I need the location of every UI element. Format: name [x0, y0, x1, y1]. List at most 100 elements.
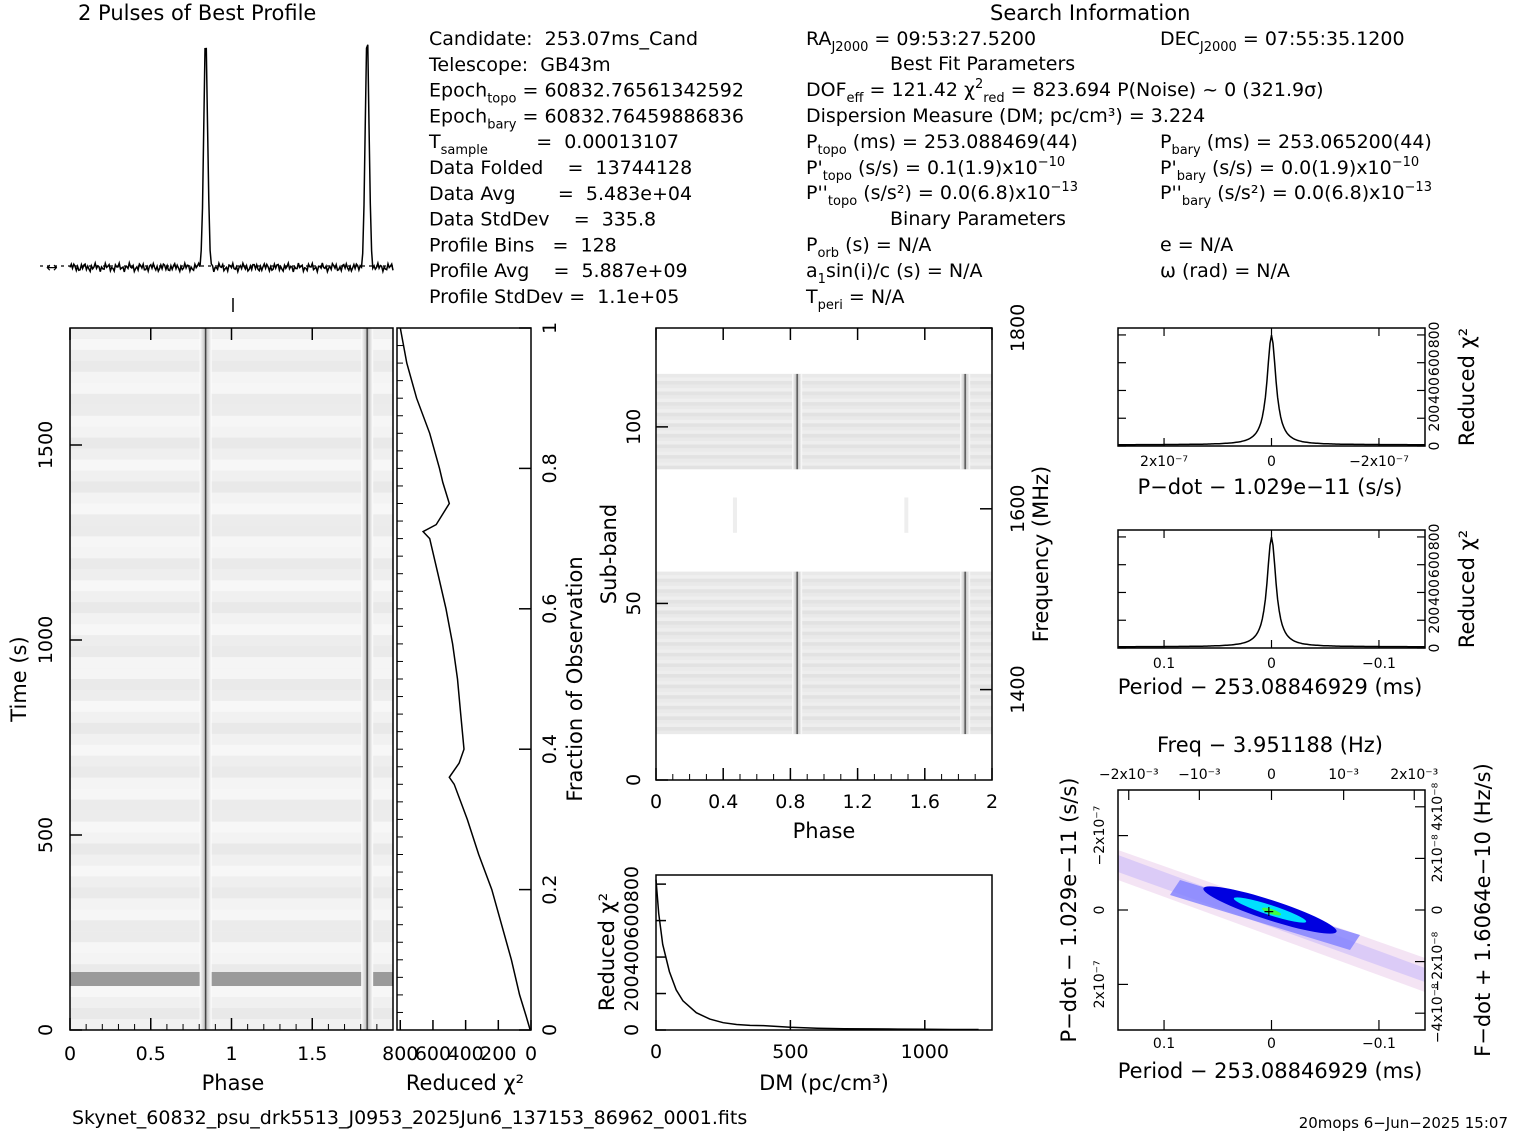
subband-pulse-track	[792, 571, 803, 735]
ecc-line: e = N/A	[1160, 234, 1233, 256]
time-chi2-xtick-label: 200	[480, 1043, 516, 1065]
time-phase-row	[70, 536, 393, 548]
time-phase-row	[70, 349, 393, 361]
time-phase-row	[70, 679, 393, 690]
subband-faint-mark	[732, 497, 737, 533]
pddot-topo-line: P''topo (s/s²) = 0.0(6.8)x10−13	[806, 180, 1078, 209]
time-phase-row	[70, 635, 393, 647]
info-left-row: Profile StdDev = 1.1e+05	[429, 286, 679, 308]
subband-row	[656, 610, 992, 615]
time-phase-row	[70, 1008, 393, 1020]
time-phase-row	[70, 481, 393, 493]
dec-line: DECJ2000 = 07:55:35.1200	[1160, 28, 1405, 55]
subband-ytick-label: 100	[623, 409, 645, 445]
subband-row	[656, 388, 992, 392]
time-phase-row	[70, 338, 393, 350]
pdot-bary-line: P'bary (s/s) = 0.0(1.9)x10−10	[1160, 155, 1419, 184]
time-phase-axes: 0 0.5 1 1.5 0 500 1000 1500	[35, 328, 394, 1065]
subband-xtick-label: 0.8	[775, 791, 805, 813]
porb-line: Porb (s) = N/A	[806, 234, 931, 261]
ppdot-y2tick-label: −4x10⁻⁸	[1430, 983, 1446, 1043]
time-chi2-xtick-label: 600	[415, 1043, 451, 1065]
tperi-line: Tperi = N/A	[805, 286, 904, 313]
time-chi2-ytick-label: 0.8	[539, 453, 561, 483]
time-phase-ytick-label: 1000	[35, 616, 57, 664]
subband-pulse-track	[960, 373, 971, 470]
pdot-chi2-ylabel: Reduced χ²	[1455, 328, 1479, 446]
subband-row	[656, 663, 992, 667]
time-phase-row	[70, 777, 393, 789]
time-phase-row	[70, 382, 393, 394]
profile-error-marker: ↔	[46, 260, 58, 276]
subband-phase-ylabel: Sub-band	[597, 504, 621, 604]
dm-ytick-label: 0	[621, 1024, 643, 1036]
subband-xtick-label: 1.2	[842, 791, 872, 813]
info-left-row: Epochbary = 60832.76459886836	[429, 105, 744, 132]
time-phase-row	[70, 755, 393, 767]
info-left-row: Data StdDev = 335.8	[429, 209, 656, 231]
time-chi2-ytick-label: 0.4	[539, 734, 561, 764]
dm-ytick-label: 400	[621, 939, 643, 975]
subband-row	[656, 402, 992, 406]
info-left-row: Data Avg = 5.483e+04	[429, 183, 692, 205]
time-phase-row	[70, 448, 393, 460]
time-phase-row	[70, 722, 393, 734]
dm-chi2-curve	[655, 879, 979, 1031]
time-chi2-xtick-label: 0	[525, 1043, 537, 1065]
time-phase-row	[70, 393, 393, 405]
dm-xtick-label: 500	[772, 1041, 808, 1063]
ppdot-xtick-label: 0.1	[1153, 1036, 1175, 1052]
dm-ytick-label: 200	[621, 975, 643, 1011]
period-chi2-curve	[1118, 536, 1425, 648]
time-phase-row	[70, 580, 393, 592]
subband-row	[656, 652, 992, 657]
subband-row	[656, 695, 992, 699]
profile-title: 2 Pulses of Best Profile	[78, 1, 316, 25]
subband-row	[656, 645, 992, 650]
dm-line: Dispersion Measure (DM; pc/cm³) = 3.224	[806, 105, 1205, 127]
ptopo-line: Ptopo (ms) = 253.088469(44)	[806, 131, 1078, 158]
ppdot-y2tick-label: 4x10⁻⁸	[1430, 782, 1446, 830]
subband-row	[656, 426, 992, 431]
subband-row	[656, 571, 992, 576]
time-phase-row	[70, 953, 393, 965]
subband-pulse-track	[792, 373, 803, 470]
subband-phase-xlabel: Phase	[793, 819, 856, 843]
time-chi2-ytick-label: 0	[539, 1024, 561, 1036]
subband-row	[656, 444, 992, 449]
subband-row	[656, 691, 992, 696]
info-left-row: Profile Bins = 128	[429, 234, 617, 256]
subband-y2tick-label: 1400	[1007, 665, 1029, 713]
time-phase-row	[70, 426, 393, 438]
subband-row	[656, 458, 992, 463]
subband-row	[656, 617, 992, 622]
subband-row	[656, 599, 992, 604]
subband-row	[656, 391, 992, 396]
time-phase-xtick-label: 0	[64, 1043, 76, 1065]
time-chi2-ytick-label: 0.2	[539, 874, 561, 904]
time-phase-row	[70, 843, 393, 855]
subband-row	[656, 684, 992, 689]
subband-row	[656, 433, 992, 438]
subband-row	[656, 659, 992, 664]
time-phase-row	[70, 404, 393, 416]
subband-row	[656, 405, 992, 410]
subband-xtick-label: 0.4	[708, 791, 738, 813]
subband-row	[656, 603, 992, 607]
time-phase-row	[70, 711, 393, 723]
dm-chi2-ylabel: Reduced χ²	[595, 893, 619, 1011]
dm-xtick-label: 1000	[901, 1041, 949, 1063]
binary-title: Binary Parameters	[890, 208, 1066, 230]
time-phase-row	[70, 657, 393, 669]
time-chi2-curve	[399, 327, 531, 1031]
subband-row	[656, 716, 992, 720]
subband-row	[656, 677, 992, 682]
subband-row	[656, 606, 992, 611]
p-pdot-title: Freq − 3.951188 (Hz)	[1157, 733, 1383, 757]
time-phase-row	[70, 964, 393, 976]
